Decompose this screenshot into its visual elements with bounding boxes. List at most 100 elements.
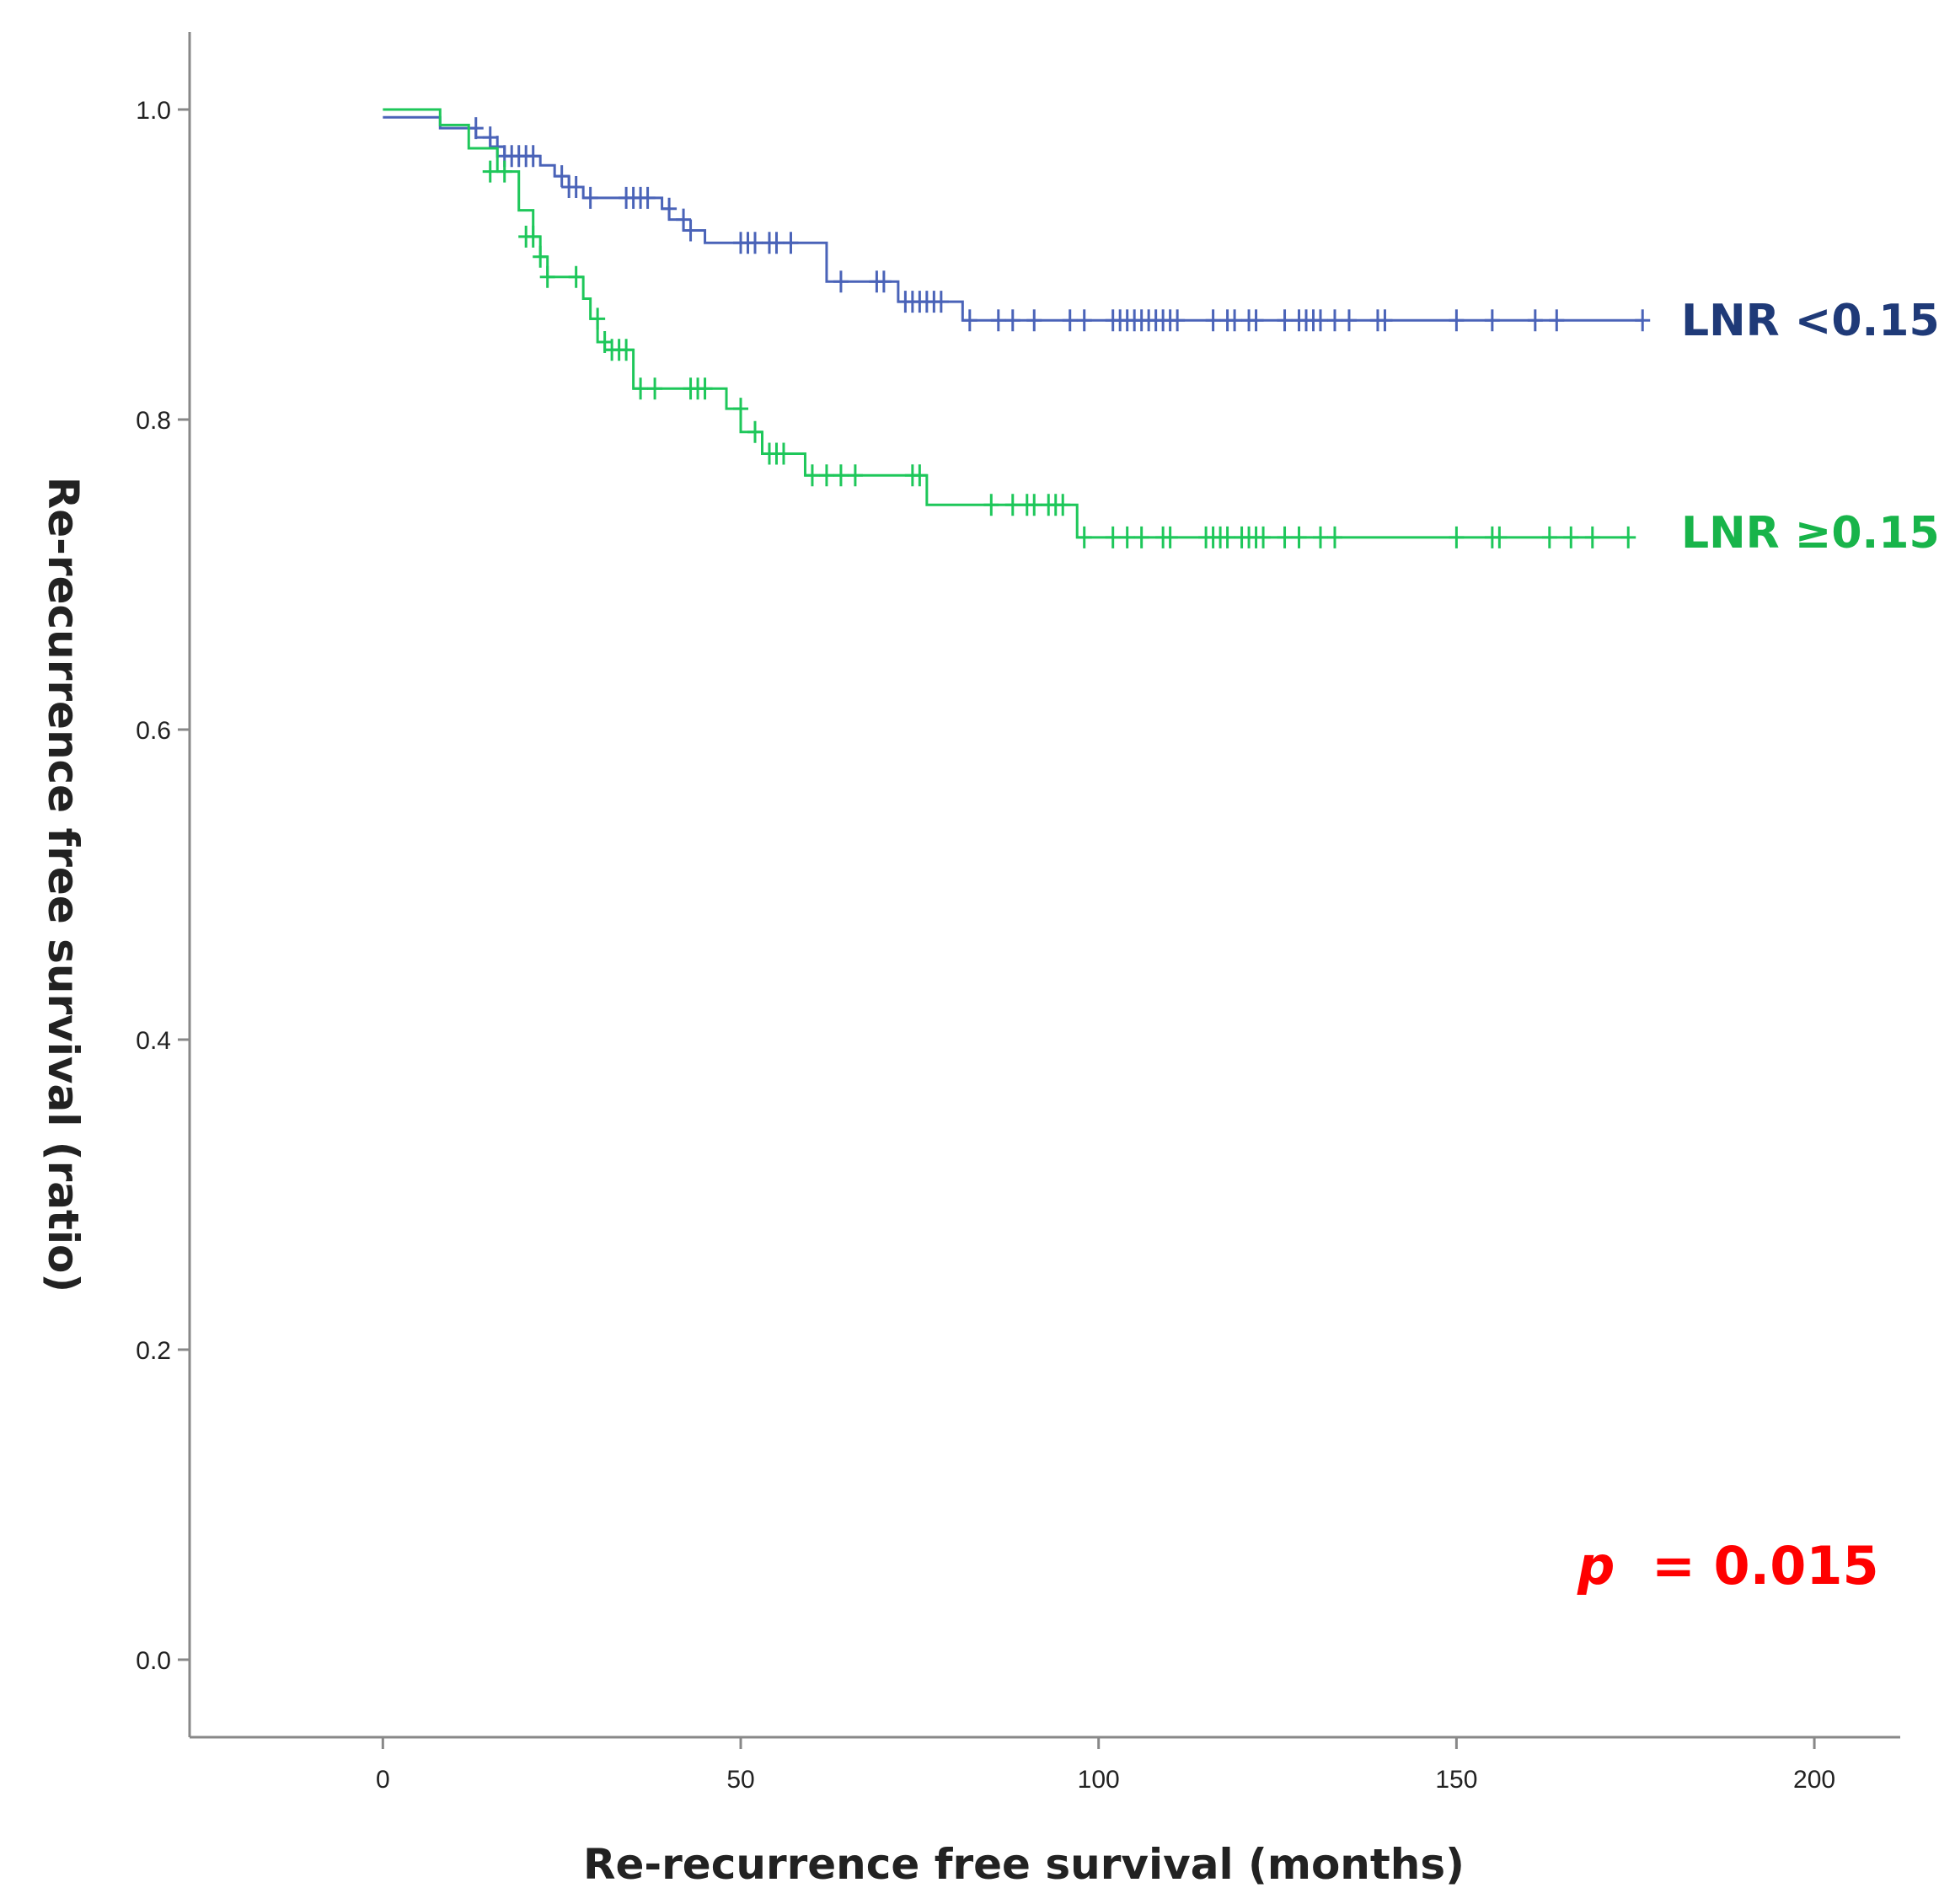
censor-mark: [1313, 526, 1329, 548]
series-lnr-high: [383, 108, 1636, 548]
x-tick-label: 150: [1435, 1766, 1477, 1794]
x-axis-ticks: 0 50 100 150 200: [376, 1737, 1835, 1794]
censor-mark: [1004, 494, 1020, 516]
censor-mark: [1277, 526, 1293, 548]
censor-mark: [619, 339, 635, 361]
censor-mark: [1227, 309, 1243, 332]
x-tick-label: 100: [1078, 1766, 1120, 1794]
survival-step-line: [383, 108, 1629, 539]
censor-mark: [1341, 309, 1357, 332]
censor-mark: [568, 176, 584, 198]
censor-mark: [1026, 309, 1042, 332]
censor-mark: [482, 160, 498, 183]
y-axis-ticks: 0.0 0.2 0.4 0.6 0.8 1.0: [136, 97, 190, 1675]
censor-mark: [769, 232, 785, 254]
censor-mark: [1062, 309, 1078, 332]
censor-mark: [833, 464, 849, 487]
survival-step-line: [383, 115, 1643, 322]
censor-mark: [568, 265, 584, 288]
censor-mark: [1277, 309, 1293, 332]
censor-mark: [1377, 309, 1393, 332]
censor-mark: [1219, 526, 1235, 548]
censor-mark: [990, 309, 1006, 332]
censor-mark: [983, 494, 999, 516]
series-lnr-low: [383, 115, 1651, 332]
censor-mark: [1327, 309, 1342, 332]
censor-mark: [640, 186, 656, 209]
censor-mark: [876, 270, 892, 293]
censor-mark: [1055, 494, 1071, 516]
censor-mark: [961, 309, 978, 332]
censor-mark: [1327, 526, 1342, 548]
censor-mark: [1635, 309, 1651, 332]
y-tick-label: 1.0: [136, 97, 171, 125]
censor-mark: [1133, 526, 1149, 548]
censor-mark: [1248, 309, 1264, 332]
censor-mark: [1492, 526, 1508, 548]
x-axis-title: Re-recurrence free survival (months): [583, 1840, 1465, 1889]
p-value-text: = 0.015: [1652, 1535, 1879, 1596]
censor-mark: [1026, 494, 1042, 516]
x-tick-label: 0: [376, 1766, 390, 1794]
x-tick-label: 200: [1793, 1766, 1835, 1794]
censor-mark: [1313, 309, 1329, 332]
y-tick-label: 0.8: [136, 407, 171, 435]
censor-mark: [1527, 309, 1543, 332]
censor-mark: [912, 464, 928, 487]
censor-mark: [1205, 309, 1221, 332]
censor-mark: [783, 232, 799, 254]
censor-mark: [525, 145, 541, 168]
censor-mark: [1105, 526, 1121, 548]
censor-mark: [647, 377, 663, 400]
x-tick-label: 50: [726, 1766, 754, 1794]
censor-mark: [1449, 526, 1465, 548]
censor-mark: [676, 208, 692, 231]
censor-mark: [1484, 309, 1500, 332]
y-tick-label: 0.0: [136, 1647, 171, 1675]
censor-mark: [590, 308, 606, 330]
censor-mark: [468, 117, 484, 140]
y-axis-title: Re-recurrence free survival (ratio): [39, 477, 88, 1293]
censor-mark: [818, 464, 834, 487]
censor-mark: [1541, 526, 1557, 548]
censor-mark: [633, 377, 649, 400]
censor-mark: [525, 225, 541, 248]
censor-mark: [1291, 526, 1307, 548]
censor-mark: [747, 232, 763, 254]
censor-mark: [1076, 526, 1092, 548]
y-tick-label: 0.2: [136, 1337, 171, 1365]
censor-mark: [1256, 526, 1272, 548]
censor-mark: [683, 219, 699, 242]
censor-mark: [533, 245, 549, 268]
censor-mark: [661, 197, 678, 220]
censor-mark: [1076, 309, 1092, 332]
censor-mark: [775, 442, 791, 465]
p-value-symbol: p: [1577, 1535, 1615, 1596]
censor-mark: [1584, 526, 1600, 548]
censor-mark: [496, 160, 512, 183]
censor-mark: [733, 398, 749, 420]
censor-mark: [1004, 309, 1020, 332]
censor-mark: [1449, 309, 1465, 332]
censor-mark: [1563, 526, 1579, 548]
censor-mark: [1620, 526, 1636, 548]
p-value-annotation: p = 0.015: [1577, 1535, 1879, 1596]
y-tick-label: 0.6: [136, 717, 171, 745]
censor-mark: [1162, 526, 1178, 548]
censor-mark: [582, 186, 598, 209]
censor-mark: [1170, 309, 1186, 332]
survival-curves: [383, 108, 1651, 548]
censor-mark: [933, 291, 949, 313]
censor-mark: [482, 126, 498, 149]
censor-mark: [847, 464, 863, 487]
censor-mark: [697, 377, 713, 400]
censor-mark: [1549, 309, 1565, 332]
y-tick-label: 0.4: [136, 1027, 171, 1055]
legend-label-lnr-low: LNR <0.15: [1681, 296, 1940, 346]
censor-mark: [747, 420, 763, 443]
censor-mark: [804, 464, 820, 487]
censor-mark: [554, 165, 570, 188]
censor-mark: [539, 265, 555, 288]
censor-mark: [833, 270, 849, 293]
